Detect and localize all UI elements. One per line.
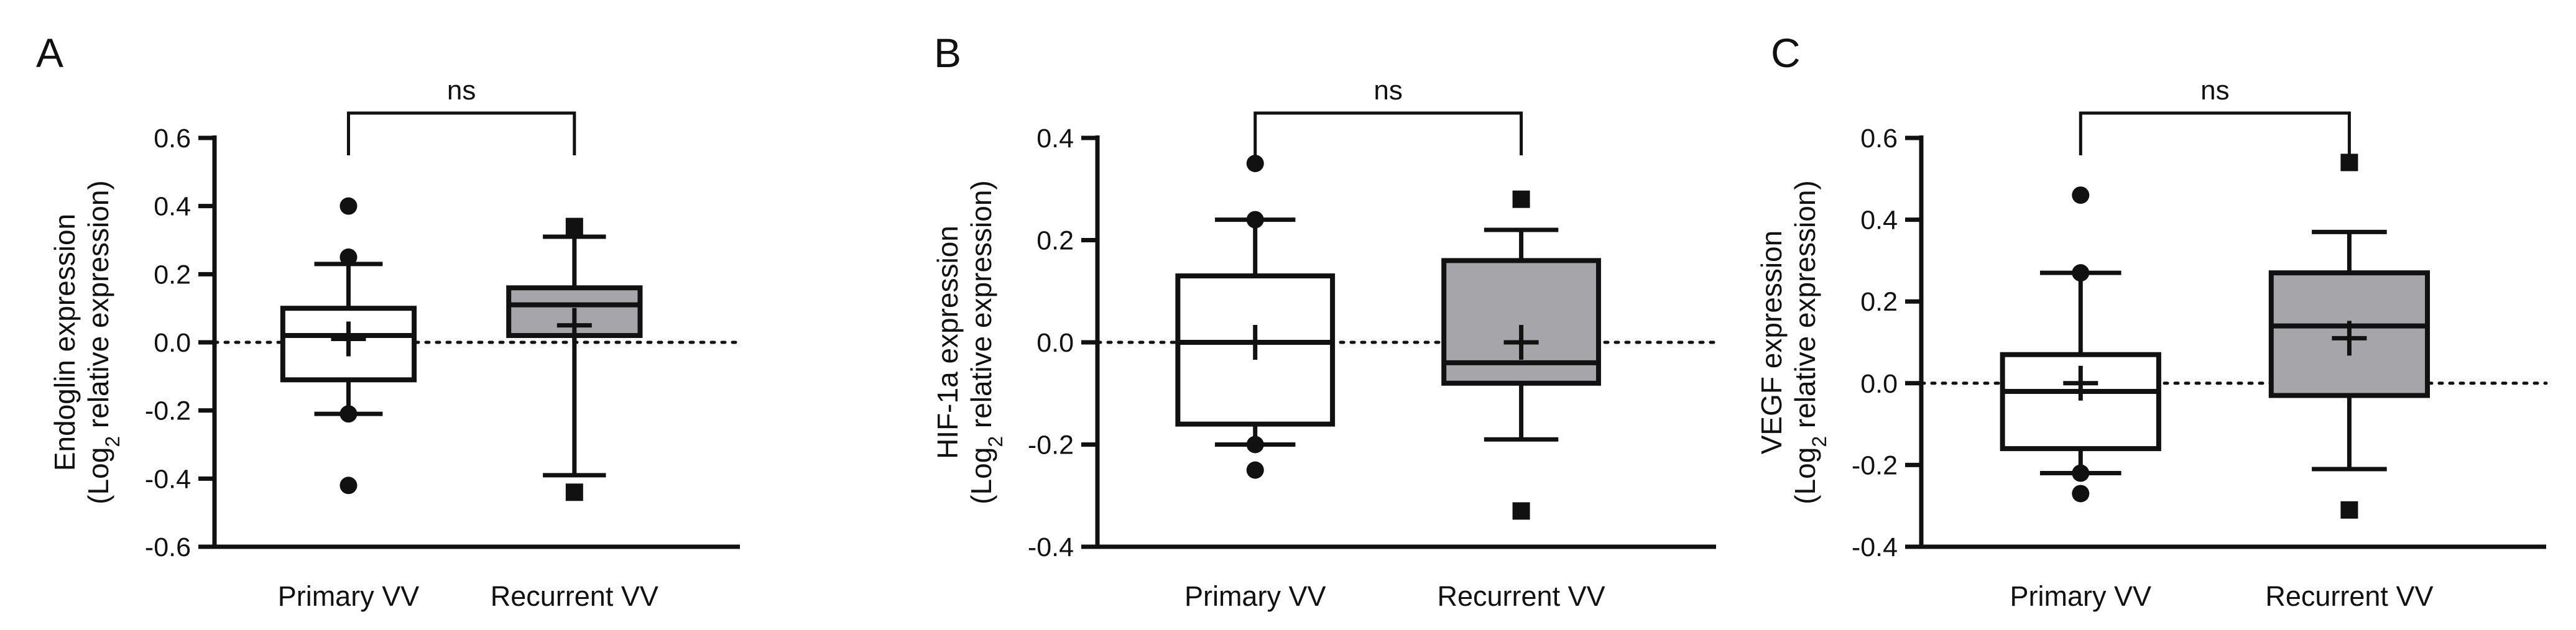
box-primary [1175,155,1336,479]
ylabel-prefix: (Log [82,447,114,504]
y-tick-label: 0.4 [1860,206,1898,235]
outlier-point [1512,502,1530,520]
y-axis-label-line1: VEGF expression [1755,231,1788,454]
ylabel-suffix: relative expression) [1789,180,1821,436]
outlier-point [2340,501,2358,519]
y-tick-label: 0.0 [1860,369,1898,399]
y-axis-label-line1: Endoglin expression [48,214,81,471]
y-axis-label-line2: (Log2 relative expression) [82,180,124,504]
y-tick-label: -0.2 [1028,431,1074,460]
x-category-label: Recurrent VV [491,580,658,612]
panel-b: B HIF-1a expression(Log2 relative express… [931,30,1718,612]
ylabel-suffix: relative expression) [965,180,997,436]
outlier-point [339,477,358,495]
outlier-point [1246,436,1264,454]
panel-letter: B [934,30,961,76]
outlier-point [2072,485,2090,503]
y-axis-label-line1: HIF-1a expression [931,226,964,459]
ylabel-prefix: (Log [1789,447,1821,504]
y-tick-label: -0.4 [1852,532,1898,562]
significance-label: ns [1373,75,1402,106]
y-tick-label: 0.4 [154,192,191,222]
outlier-point [2072,464,2090,482]
outlier-point [2072,264,2090,282]
outlier-point [1246,155,1264,173]
x-category-label: Primary VV [1184,580,1326,612]
outlier-point [339,197,358,215]
significance-bracket [2079,111,2351,155]
x-category-label: Primary VV [278,580,420,612]
significance-bracket [346,111,576,155]
outlier-point [2072,186,2090,204]
panel-letter: A [36,30,63,76]
panel-letter: C [1771,30,1801,76]
y-tick-label: -0.4 [1028,532,1074,562]
y-tick-label: -0.2 [145,396,191,426]
y-tick-label: 0.4 [1036,124,1074,153]
box-primary [2000,186,2161,503]
y-tick-label: 0.6 [154,124,191,153]
box-recurrent [1441,190,1601,520]
outlier-point [1512,190,1530,208]
x-category-label: Recurrent VV [2265,580,2433,612]
y-tick-label: 0.2 [1036,226,1074,256]
box-recurrent [506,217,643,501]
outlier-point [339,248,358,266]
y-tick-label: 0.0 [154,328,191,358]
ylabel-subscript: 2 [984,436,1007,447]
outlier-point [339,405,358,423]
box-primary [280,197,417,495]
outlier-point [1246,461,1264,479]
x-category-label: Recurrent VV [1438,580,1605,612]
y-tick-label: 0.2 [154,260,191,290]
box-recurrent [2268,153,2431,519]
y-tick-label: -0.4 [145,464,191,494]
y-tick-label: -0.6 [145,532,191,562]
outlier-point [2340,153,2358,171]
ylabel-prefix: (Log [965,447,997,504]
ylabel-suffix: relative expression) [82,180,114,436]
ylabel-subscript: 2 [101,436,124,447]
y-tick-label: -0.2 [1852,450,1898,480]
y-tick-label: 0.2 [1860,287,1898,317]
ylabel-subscript: 2 [1808,436,1830,447]
outlier-point [565,483,583,501]
y-axis-label-line2: (Log2 relative expression) [965,180,1007,504]
significance-label: ns [2200,75,2229,106]
x-category-label: Primary VV [2010,580,2152,612]
outlier-point [1246,211,1264,229]
y-tick-label: 0.0 [1036,328,1074,358]
panel-c: C VEGF expression(Log2 relative expressio… [1755,30,2548,612]
panel-a: A Endoglin expression(Log2 relative expre… [36,30,742,612]
y-tick-label: 0.6 [1860,124,1898,153]
y-axis-label-line2: (Log2 relative expression) [1789,180,1830,504]
outlier-point [565,217,583,235]
significance-label: ns [447,75,476,106]
significance-bracket [1253,111,1523,155]
